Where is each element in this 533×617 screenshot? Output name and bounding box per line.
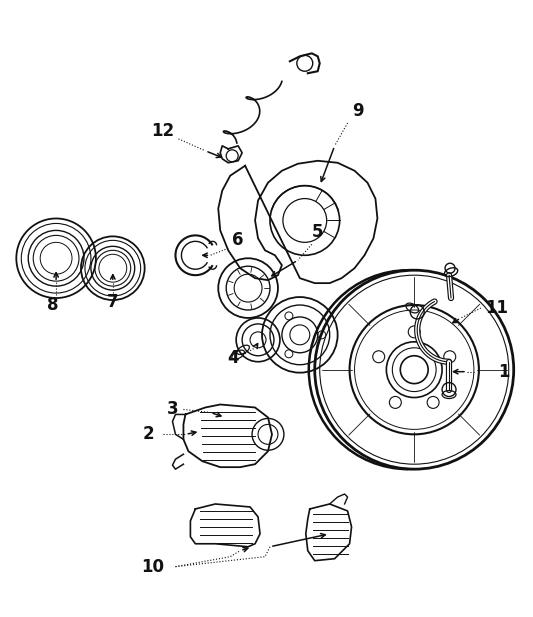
Text: 4: 4 xyxy=(228,349,239,366)
Text: 6: 6 xyxy=(232,231,244,249)
Text: 2: 2 xyxy=(143,425,155,444)
Text: 8: 8 xyxy=(47,296,59,314)
Text: 1: 1 xyxy=(498,363,510,381)
Text: 9: 9 xyxy=(352,102,364,120)
Text: 3: 3 xyxy=(167,400,179,418)
Text: 5: 5 xyxy=(312,223,324,241)
Text: 10: 10 xyxy=(141,558,164,576)
Text: 12: 12 xyxy=(151,122,174,140)
Text: 7: 7 xyxy=(107,293,119,311)
Text: 11: 11 xyxy=(485,299,508,317)
